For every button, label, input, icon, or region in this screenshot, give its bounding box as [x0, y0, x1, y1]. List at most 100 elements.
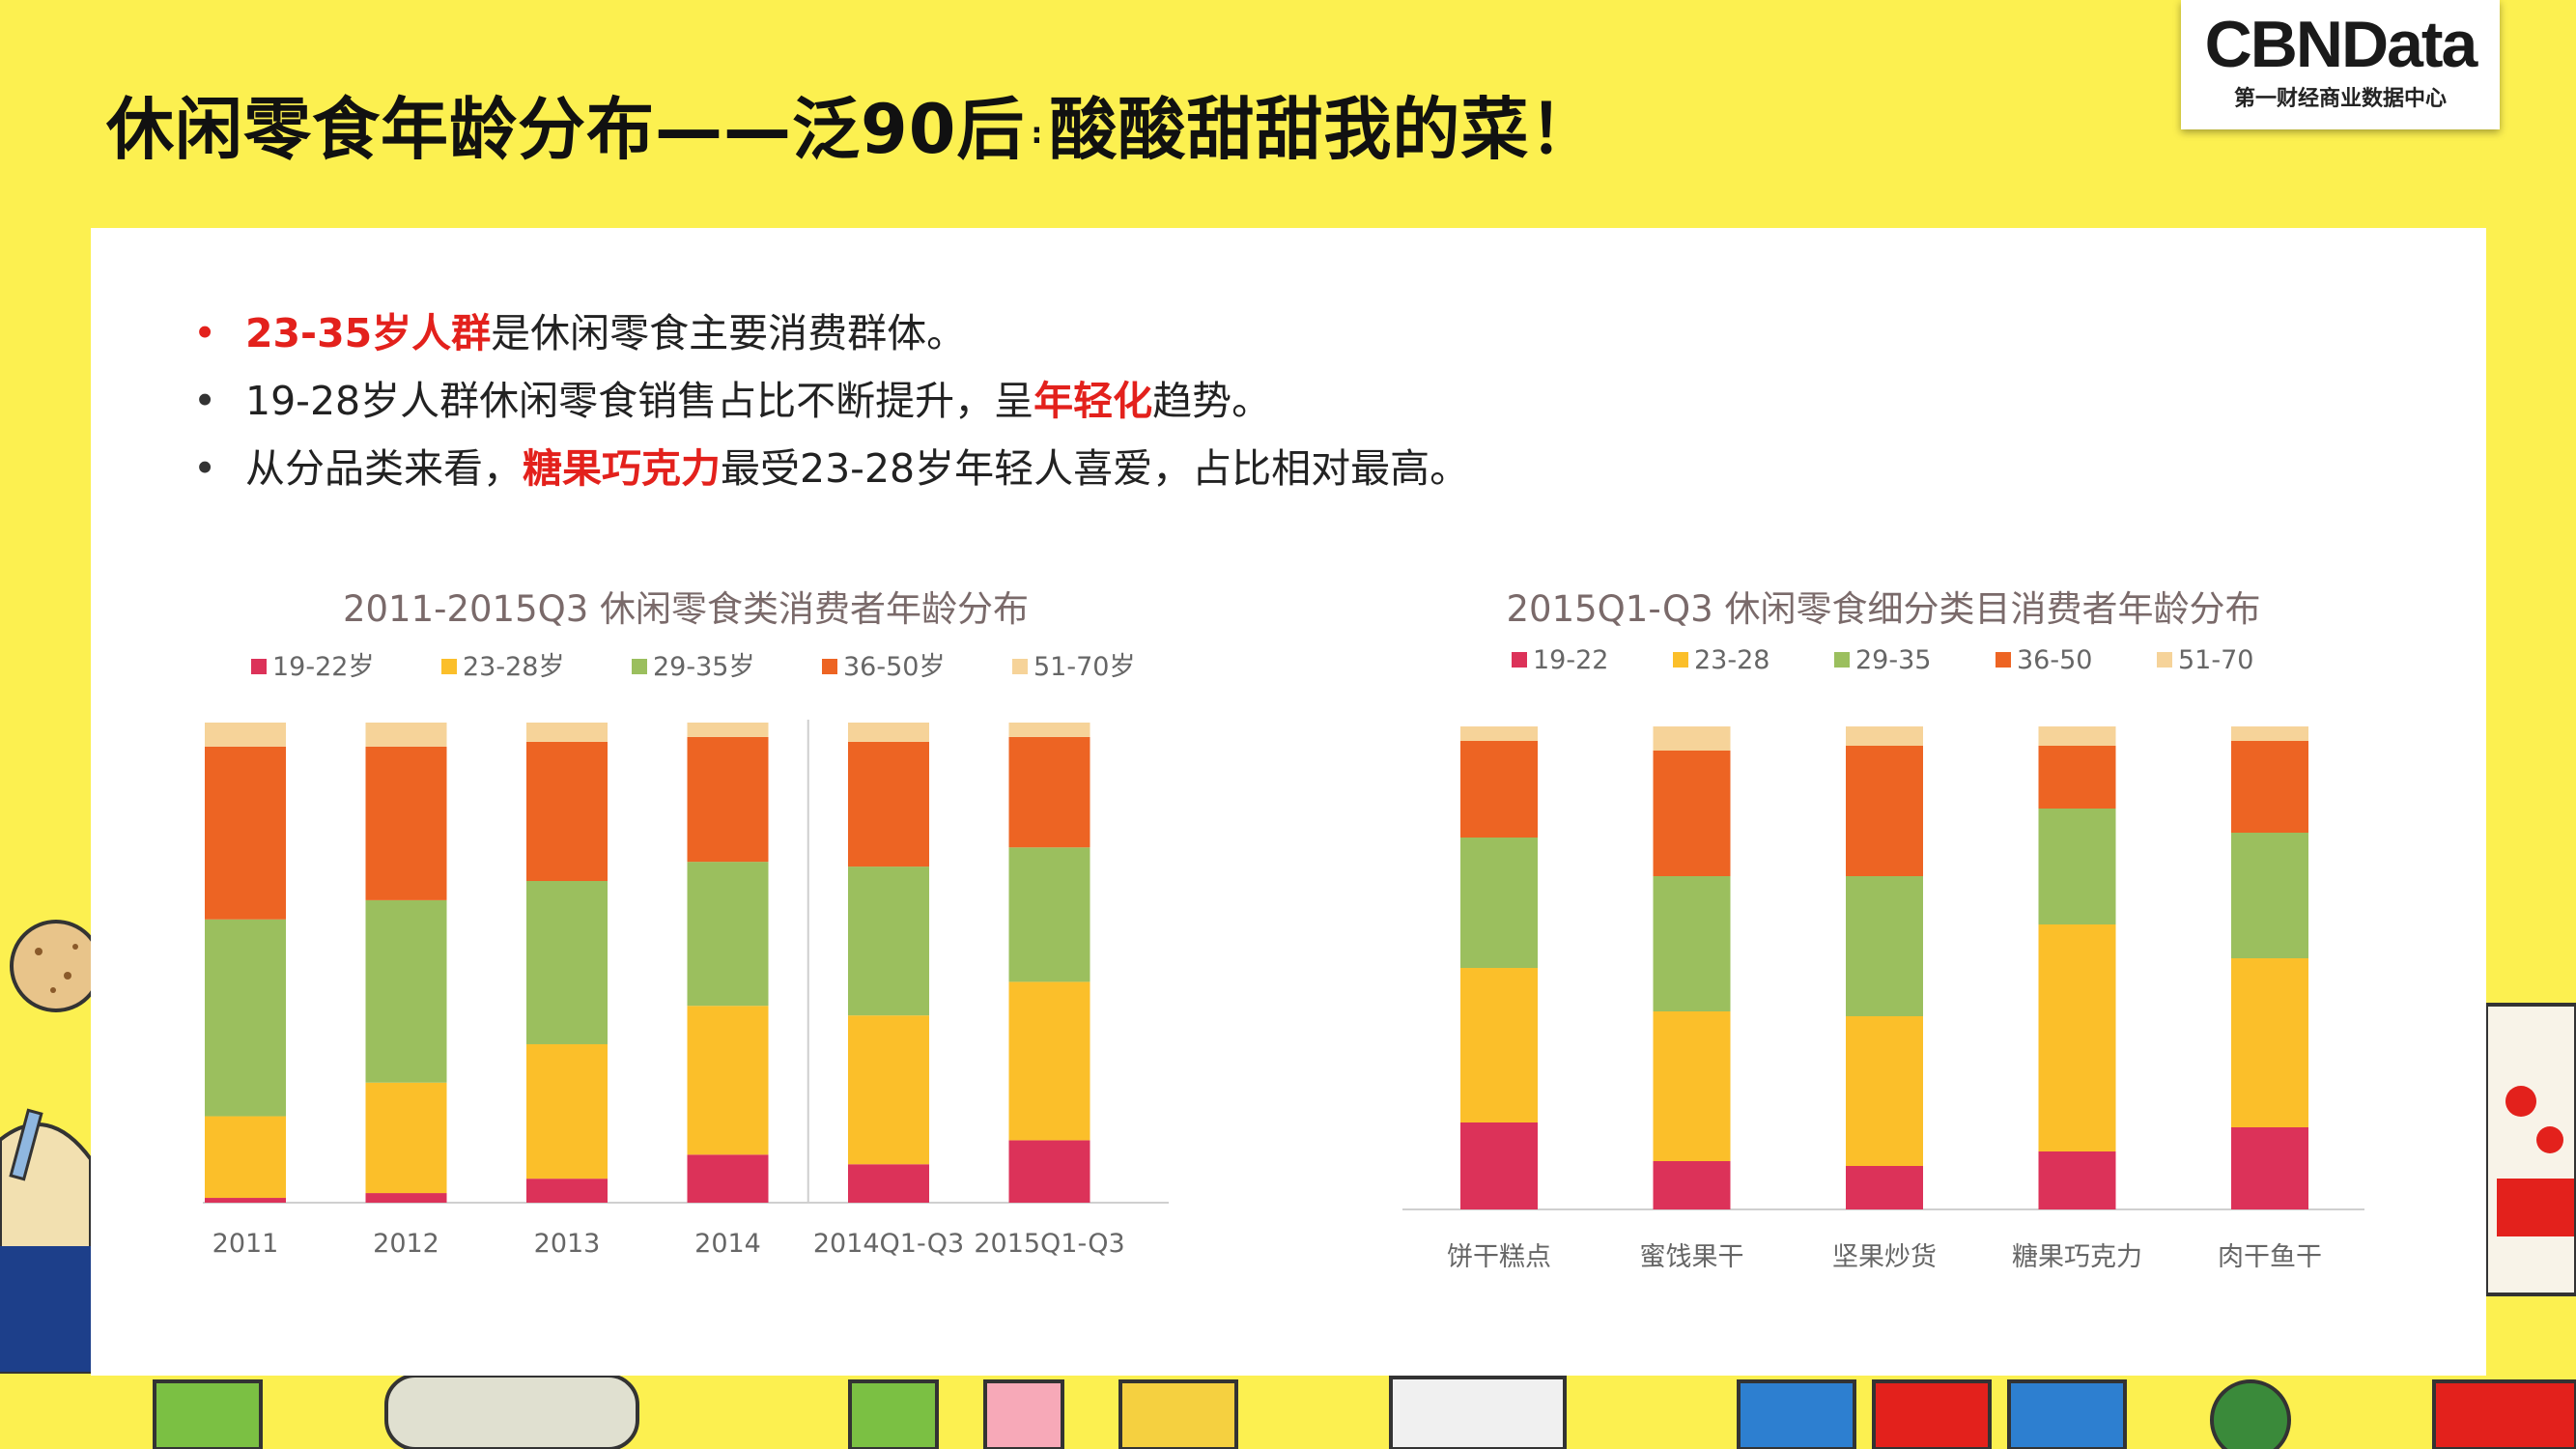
chart-2-legend-item: 36-50 [1996, 645, 2092, 675]
chart-2-bar-饼干糕点-36-50 [1460, 741, 1538, 838]
chart-1-bar-2014-36-50岁 [687, 736, 769, 863]
chart-2-bar-饼干糕点-51-70 [1460, 726, 1538, 741]
chart-1-bar-2014-29-35岁 [687, 862, 769, 1007]
chart-2-bar-蜜饯果干-19-22 [1653, 1161, 1731, 1209]
logo-wordmark: CBNData [2204, 8, 2478, 81]
slide-title: 休闲零食年龄分布——泛90后:酸酸甜甜我的菜！ [106, 90, 1599, 169]
chart-2-bar-糖果巧克力-23-28 [2038, 924, 2116, 1151]
chart-2-bar-坚果炒货-19-22 [1846, 1166, 1923, 1209]
chart-1-legend-item: 19-22岁 [251, 645, 374, 683]
legend-label: 36-50岁 [843, 652, 946, 682]
chart-2-bar-蜜饯果干-23-28 [1653, 1011, 1731, 1161]
chart-1-title: 2011-2015Q3 休闲零食类消费者年龄分布 [342, 588, 1030, 630]
candy-box-illustration [2484, 1003, 2576, 1296]
chart-2-bar-肉干鱼干-29-35 [2231, 833, 2308, 958]
chart-2-bar-蜜饯果干-29-35 [1653, 876, 1731, 1011]
chart-2-bar-肉干鱼干-19-22 [2231, 1127, 2308, 1209]
chart-2-bar-糖果巧克力-29-35 [2038, 809, 2116, 924]
chart-1-bar-2014-19-22岁 [687, 1154, 769, 1203]
chart-2-bar-饼干糕点-19-22 [1460, 1122, 1538, 1209]
chart-1-legend-item: 23-28岁 [441, 645, 564, 683]
chart-1-bar-2014Q1-Q3-36-50岁 [848, 741, 929, 867]
chart-1-bar-2011-19-22岁 [205, 1198, 286, 1203]
chart-1-legend-item: 29-35岁 [632, 645, 754, 683]
chart-1-bar-2012-51-70岁 [365, 723, 447, 747]
legend-label: 29-35 [1855, 645, 1932, 675]
chart-1-bar-2014Q1-Q3-29-35岁 [848, 867, 929, 1016]
legend-swatch [1012, 658, 1028, 674]
chart-1-category-label: 2011 [212, 1229, 279, 1259]
key-findings-list: 23-35岁人群是休闲零食主要消费群体。 19-28岁人群休闲零食销售占比不断提… [193, 299, 1469, 502]
legend-swatch [1512, 651, 1527, 668]
chart-2-category-label: 糖果巧克力 [2012, 1242, 2142, 1272]
legend-label: 19-22 [1533, 645, 1609, 675]
chart-2-bar-坚果炒货-36-50 [1846, 746, 1923, 876]
legend-swatch [251, 658, 267, 674]
cbndata-logo: CBNData 第一财经商业数据中心 [2181, 0, 2500, 129]
finding-2: 19-28岁人群休闲零食销售占比不断提升，呈年轻化趋势。 [193, 367, 1469, 435]
chart-1-bar-2012-19-22岁 [365, 1193, 447, 1203]
chart-1-bar-2014Q1-Q3-19-22岁 [848, 1164, 929, 1203]
legend-swatch [822, 658, 837, 674]
chart-1-bar-2015Q1-Q3-51-70岁 [1008, 723, 1090, 737]
legend-label: 36-50 [2017, 645, 2093, 675]
chart-1-bar-2011-29-35岁 [205, 919, 286, 1117]
chart-2-legend-item: 19-22 [1512, 645, 1608, 675]
snack-packages-illustration [153, 1374, 2576, 1449]
chart-1-bar-2015Q1-Q3-36-50岁 [1008, 736, 1090, 848]
legend-label: 29-35岁 [653, 652, 755, 682]
legend-swatch [1996, 651, 2011, 668]
finding-1: 23-35岁人群是休闲零食主要消费群体。 [193, 299, 1469, 367]
chart-1-bar-2011-51-70岁 [205, 723, 286, 747]
chart-1-bar-2013-23-28岁 [526, 1043, 608, 1179]
chart-2-legend-item: 23-28 [1673, 645, 1769, 675]
chart-1-bar-2014-23-28岁 [687, 1006, 769, 1155]
legend-label: 23-28 [1694, 645, 1770, 675]
chart-1-bar-2012-23-28岁 [365, 1082, 447, 1194]
chart-2-category-label: 肉干鱼干 [2218, 1242, 2322, 1272]
chart-2-bar-坚果炒货-51-70 [1846, 726, 1923, 746]
legend-swatch [632, 658, 647, 674]
chart-2-bar-肉干鱼干-36-50 [2231, 741, 2308, 833]
chart-2-bar-糖果巧克力-19-22 [2038, 1151, 2116, 1209]
chart-1-category-label: 2014 [694, 1229, 761, 1259]
chart-1-bar-2013-51-70岁 [526, 723, 608, 742]
chart-1-legend-item: 51-70岁 [1012, 645, 1135, 683]
legend-swatch [2157, 651, 2172, 668]
chart-1-bar-2013-36-50岁 [526, 741, 608, 882]
chart-1-bar-2014Q1-Q3-51-70岁 [848, 723, 929, 742]
chart-1-bar-2015Q1-Q3-19-22岁 [1008, 1140, 1090, 1203]
chart-2-legend-item: 29-35 [1834, 645, 1931, 675]
chart-1-bar-2014Q1-Q3-23-28岁 [848, 1015, 929, 1165]
chart-2-bar-坚果炒货-23-28 [1846, 1016, 1923, 1166]
chart-2-bar-糖果巧克力-51-70 [2038, 726, 2116, 746]
chart-1-bar-2015Q1-Q3-23-28岁 [1008, 981, 1090, 1141]
ice-cream-cup-illustration [0, 1108, 93, 1374]
chart-2-bar-饼干糕点-23-28 [1460, 968, 1538, 1122]
chart-2-legend-item: 51-70 [2157, 645, 2253, 675]
chart-2-category-label: 饼干糕点 [1447, 1242, 1551, 1272]
chart-2-bar-肉干鱼干-23-28 [2231, 958, 2308, 1127]
chart-2-bar-糖果巧克力-36-50 [2038, 746, 2116, 809]
chart-1-bar-2014-51-70岁 [687, 723, 769, 737]
legend-swatch [441, 658, 457, 674]
chart-1-bar-2015Q1-Q3-29-35岁 [1008, 847, 1090, 982]
chart-1-legend-item: 36-50岁 [822, 645, 945, 683]
legend-label: 19-22岁 [272, 652, 375, 682]
chart-1-bar-2012-36-50岁 [365, 746, 447, 900]
legend-label: 51-70岁 [1033, 652, 1136, 682]
chart-1-category-label: 2015Q1-Q3 [974, 1229, 1124, 1259]
legend-swatch [1834, 651, 1850, 668]
logo-subtitle: 第一财经商业数据中心 [2233, 87, 2447, 111]
legend-label: 23-28岁 [463, 652, 565, 682]
chart-1-bar-2013-29-35岁 [526, 881, 608, 1044]
legend-label: 51-70 [2178, 645, 2254, 675]
chart-1-bar-2013-19-22岁 [526, 1179, 608, 1203]
chart-2-bar-蜜饯果干-36-50 [1653, 751, 1731, 876]
chart-2-bar-坚果炒货-29-35 [1846, 876, 1923, 1016]
chart-2-category-label: 蜜饯果干 [1640, 1242, 1744, 1272]
chart-1-category-label: 2013 [534, 1229, 601, 1259]
finding-3: 从分品类来看，糖果巧克力最受23-28岁年轻人喜爱，占比相对最高。 [193, 435, 1469, 502]
